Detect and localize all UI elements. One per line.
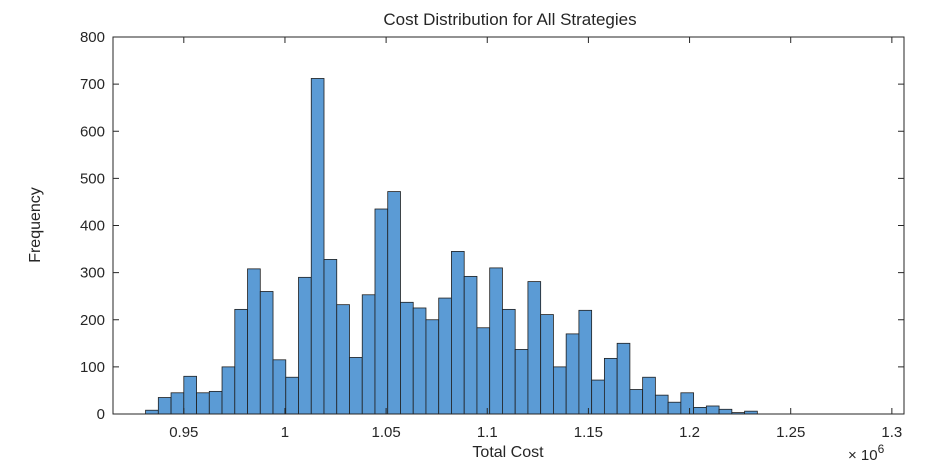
x-tick-label: 1.05: [372, 424, 401, 441]
histogram-bar: [221, 366, 236, 415]
histogram-bar: [476, 327, 491, 415]
y-tick-label: 600: [80, 123, 105, 140]
histogram-bar: [310, 78, 325, 415]
x-tick-label: 1.1: [477, 424, 498, 441]
histogram-bar: [272, 359, 287, 415]
x-axis-exponent: × 106: [848, 442, 885, 461]
histogram-bar: [247, 268, 261, 415]
y-tick-label: 0: [97, 406, 105, 423]
histogram-bar: [463, 275, 478, 415]
histogram-bar: [425, 319, 440, 415]
x-axis-label: Total Cost: [472, 444, 544, 461]
histogram-bar: [680, 392, 695, 415]
histogram-bar: [208, 390, 223, 415]
histogram-bar: [616, 342, 631, 415]
histogram-bar: [183, 375, 197, 415]
chart-title: Cost Distribution for All Strategies: [383, 10, 636, 29]
histogram-bar: [553, 366, 567, 415]
histogram-bar: [527, 281, 542, 415]
histogram-bar: [234, 308, 248, 415]
plot-frame: [112, 36, 905, 415]
histogram-bar: [540, 314, 554, 415]
histogram-bar: [578, 309, 593, 415]
histogram-bar: [693, 406, 707, 415]
histogram-bar: [514, 349, 529, 415]
x-tick-label: 1.3: [881, 424, 902, 441]
histogram-bar: [718, 408, 733, 415]
y-tick-label: 800: [80, 29, 105, 46]
histogram-bar: [705, 405, 720, 415]
bars-group: [145, 78, 758, 415]
histogram-bar: [438, 297, 452, 415]
y-axis-label: Frequency: [27, 187, 44, 263]
histogram-bar: [654, 394, 669, 415]
histogram-bar: [591, 379, 605, 415]
histogram-bar: [145, 409, 159, 415]
y-tick-label: 300: [80, 265, 105, 282]
histogram-bar: [157, 397, 172, 415]
y-tick-label: 100: [80, 359, 105, 376]
histogram-bar: [349, 357, 363, 415]
histogram-bar: [336, 304, 350, 415]
histogram-bar: [642, 376, 656, 415]
x-tick-label: 1.15: [574, 424, 603, 441]
histogram-bar: [361, 294, 376, 415]
y-tick-label: 200: [80, 312, 105, 329]
x-tick-label: 1: [281, 424, 289, 441]
histogram-bar: [412, 307, 427, 415]
histogram-bar: [667, 401, 682, 415]
y-tick-label: 500: [80, 170, 105, 187]
histogram-bar: [489, 267, 503, 415]
histogram-bar: [285, 376, 299, 415]
x-axis-exponent-base: × 10: [848, 447, 878, 461]
histogram-bar: [259, 291, 274, 415]
y-tick-label: 400: [80, 218, 105, 235]
x-ticks-group: 0.95 1 1.05 1.1 1.15 1.2 1.25 1.3: [169, 37, 902, 441]
histogram-bar: [451, 251, 465, 415]
x-tick-label: 1.25: [776, 424, 805, 441]
x-tick-label: 1.2: [679, 424, 700, 441]
histogram-bar: [565, 333, 580, 415]
x-tick-label: 0.95: [169, 424, 198, 441]
y-tick-label: 700: [80, 76, 105, 93]
histogram-bar: [323, 259, 338, 415]
x-axis-exponent-power: 6: [878, 442, 885, 456]
histogram-bar: [603, 357, 618, 415]
histogram-bar: [170, 392, 185, 415]
histogram-bar: [400, 301, 414, 415]
histogram-bar: [629, 389, 644, 415]
histogram-bar: [387, 191, 401, 415]
histogram-bar: [298, 276, 312, 415]
histogram-bar: [502, 308, 516, 415]
histogram-bar: [196, 392, 210, 415]
histogram-bar: [374, 208, 389, 415]
